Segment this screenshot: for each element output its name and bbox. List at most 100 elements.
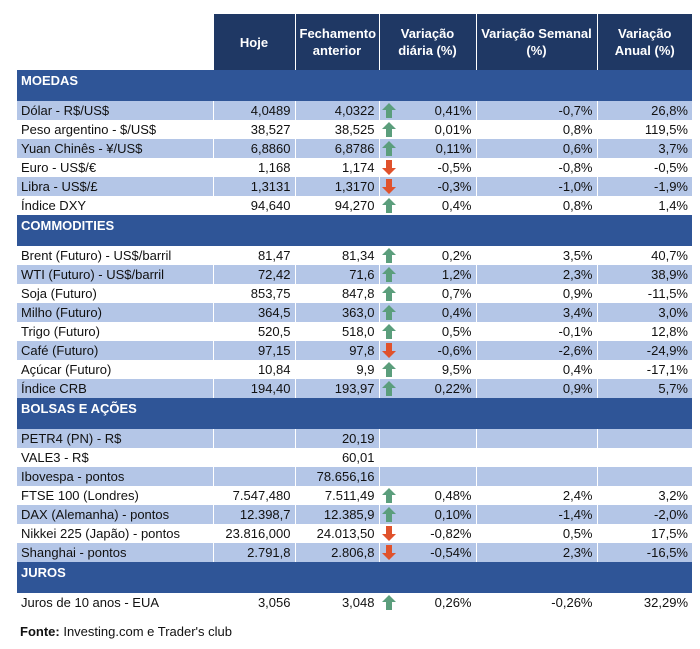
- row-label: Yuan Chinês - ¥/US$: [17, 139, 213, 158]
- variacao-anual-value: -24,9%: [596, 341, 692, 360]
- variacao-diaria-cell: -0,6%: [378, 341, 476, 360]
- variacao-diaria-value: 0,11%: [435, 141, 472, 156]
- variacao-diaria-value: -0,54%: [430, 545, 472, 560]
- arrow-up-icon: [381, 381, 396, 396]
- header-hoje: Hoje: [212, 14, 295, 70]
- table-row: Café (Futuro) 97,15 97,8 -0,6% -2,6% -24…: [17, 341, 692, 360]
- fechamento-value: 20,19: [294, 429, 379, 448]
- hoje-value: 194,40: [212, 379, 295, 398]
- variacao-diaria-value: 0,48%: [434, 488, 472, 503]
- variacao-diaria-value: 0,10%: [434, 507, 472, 522]
- variacao-diaria-cell: -0,5%: [378, 158, 476, 177]
- variacao-semanal-value: 3,4%: [475, 303, 597, 322]
- section-title: MOEDAS: [17, 70, 692, 101]
- table-row: Euro - US$/€ 1,168 1,174 -0,5% -0,8% -0,…: [17, 158, 692, 177]
- variacao-anual-value: 40,7%: [596, 246, 692, 265]
- table-row: Shanghai - pontos 2.791,8 2.806,8 -0,54%…: [17, 543, 692, 562]
- arrow-up-icon: [381, 122, 396, 137]
- fechamento-value: 9,9: [294, 360, 379, 379]
- variacao-anual-value: 32,29%: [596, 593, 692, 612]
- variacao-semanal-value: -1,4%: [475, 505, 597, 524]
- variacao-semanal-value: -2,6%: [475, 341, 597, 360]
- hoje-value: 7.547,480: [212, 486, 295, 505]
- variacao-anual-value: 3,7%: [596, 139, 692, 158]
- table-row: Nikkei 225 (Japão) - pontos 23.816,000 2…: [17, 524, 692, 543]
- source-text: Investing.com e Trader's club: [59, 624, 233, 639]
- variacao-diaria-value: -0,3%: [437, 179, 472, 194]
- row-label: Índice DXY: [21, 198, 87, 213]
- variacao-semanal-value: [475, 448, 597, 467]
- variacao-anual-value: 26,8%: [596, 101, 692, 120]
- table-row: Índice DXY 94,640 94,270 0,4% 0,8% 1,4%: [17, 196, 692, 215]
- variacao-diaria-value: -0,82%: [430, 526, 472, 541]
- variacao-semanal-value: [475, 429, 597, 448]
- variacao-semanal-value: 2,3%: [475, 543, 597, 562]
- variacao-semanal-value: 0,4%: [475, 360, 597, 379]
- variacao-anual-value: 119,5%: [596, 120, 692, 139]
- arrow-down-icon: [381, 160, 396, 175]
- hoje-value: 38,527: [212, 120, 295, 139]
- table-row: PETR4 (PN) - R$ 20,19: [17, 429, 692, 448]
- arrow-up-icon: [381, 488, 396, 503]
- variacao-anual-value: [596, 429, 692, 448]
- row-label: Soja (Futuro): [21, 286, 97, 301]
- variacao-diaria-cell: -0,3%: [378, 177, 476, 196]
- hoje-value: 364,5: [212, 303, 295, 322]
- variacao-diaria-value: 0,41%: [434, 103, 472, 118]
- table-row: Açúcar (Futuro) 10,84 9,9 9,5% 0,4% -17,…: [17, 360, 692, 379]
- variacao-semanal-value: -1,0%: [475, 177, 597, 196]
- variacao-diaria-cell: 0,01%: [378, 120, 476, 139]
- row-label: WTI (Futuro) - US$/barril: [17, 265, 213, 284]
- row-label: PETR4 (PN) - R$: [17, 429, 213, 448]
- arrow-up-icon: [381, 324, 396, 339]
- hoje-value: 853,75: [212, 284, 295, 303]
- hoje-value: 1,3131: [212, 177, 295, 196]
- fechamento-value: 363,0: [294, 303, 379, 322]
- hoje-value: 72,42: [212, 265, 295, 284]
- fechamento-value: 2.806,8: [294, 543, 379, 562]
- fechamento-value: 24.013,50: [294, 524, 379, 543]
- variacao-anual-value: 5,7%: [596, 379, 692, 398]
- table-row: Juros de 10 anos - EUA 3,056 3,048 0,26%…: [17, 593, 692, 612]
- variacao-diaria-value: 0,26%: [434, 595, 472, 610]
- header-variacao-anual: Variação Anual (%): [596, 14, 692, 70]
- row-label: VALE3 - R$: [21, 450, 89, 465]
- row-label: Trigo (Futuro): [21, 324, 100, 339]
- variacao-semanal-value: 0,8%: [475, 120, 597, 139]
- header-row: Hoje Fechamento anterior Variação diária…: [17, 14, 692, 70]
- hoje-value: 97,15: [212, 341, 295, 360]
- fechamento-value: 4,0322: [294, 101, 379, 120]
- variacao-semanal-value: 2,3%: [475, 265, 597, 284]
- fechamento-value: 71,6: [294, 265, 379, 284]
- hoje-value: 23.816,000: [212, 524, 295, 543]
- variacao-diaria-cell: 0,2%: [378, 246, 476, 265]
- arrow-up-icon: [381, 267, 396, 282]
- section-header: BOLSAS E AÇÕES: [17, 398, 692, 429]
- hoje-value: [212, 429, 295, 448]
- row-label: DAX (Alemanha) - pontos: [17, 505, 213, 524]
- header-variacao-semanal: Variação Semanal (%): [475, 14, 597, 70]
- table-row: Libra - US$/£ 1,3131 1,3170 -0,3% -1,0% …: [17, 177, 692, 196]
- variacao-diaria-cell: 0,26%: [378, 593, 476, 612]
- section-header: MOEDAS: [17, 70, 692, 101]
- variacao-semanal-value: -0,26%: [475, 593, 597, 612]
- variacao-diaria-cell: -0,82%: [378, 524, 476, 543]
- variacao-anual-value: [596, 448, 692, 467]
- arrow-up-icon: [381, 362, 396, 377]
- arrow-up-icon: [381, 286, 396, 301]
- variacao-anual-value: 3,2%: [596, 486, 692, 505]
- variacao-diaria-cell: 0,5%: [378, 322, 476, 341]
- variacao-diaria-value: 0,4%: [441, 198, 472, 213]
- hoje-value: 3,056: [212, 593, 295, 612]
- table-row: Soja (Futuro) 853,75 847,8 0,7% 0,9% -11…: [17, 284, 692, 303]
- row-label: Açúcar (Futuro): [21, 362, 112, 377]
- fechamento-value: 193,97: [294, 379, 379, 398]
- table-row: Brent (Futuro) - US$/barril 81,47 81,34 …: [17, 246, 692, 265]
- hoje-value: 6,8860: [212, 139, 295, 158]
- arrow-up-icon: [381, 305, 396, 320]
- arrow-down-icon: [381, 526, 396, 541]
- variacao-anual-value: -1,9%: [596, 177, 692, 196]
- row-label: Índice CRB: [17, 379, 213, 398]
- variacao-anual-value: -0,5%: [596, 158, 692, 177]
- section-title: COMMODITIES: [17, 215, 692, 246]
